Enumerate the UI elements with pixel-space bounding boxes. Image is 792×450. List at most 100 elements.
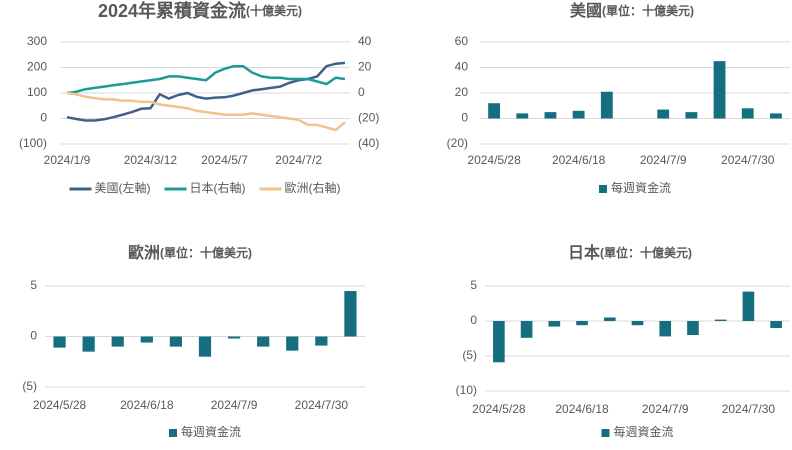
- bar: [657, 109, 670, 119]
- bar: [742, 291, 755, 321]
- y-tick-label: (20): [447, 136, 468, 150]
- legend-swatch: [598, 185, 607, 193]
- chart: 美國(單位：十億美元) 60 40 20 0 (20) 2024/5/28 2024/6/18…: [447, 1, 790, 195]
- y-tick-label: 0: [30, 329, 37, 343]
- x-tick-label: 2024/6/18: [555, 402, 609, 416]
- chart: 日本(單位：十億美元) 5 0 (5) (10) 2024/5/28 2024/6/18 20…: [456, 243, 790, 439]
- x-tick-label: 2024/5/28: [467, 153, 521, 167]
- bar: [687, 321, 699, 335]
- legend-label: 美國(左軸): [95, 180, 151, 195]
- bar: [516, 113, 529, 119]
- bar: [770, 321, 782, 328]
- chart: 歐洲(單位：十億美元) 5 0 (5) 2024/5/28 2024/6/18 2024/7…: [22, 243, 365, 439]
- legend: 每週資金流: [598, 180, 671, 195]
- bar: [769, 113, 782, 119]
- y-tick-label: 20: [455, 85, 469, 99]
- y-tick-label: (10): [456, 383, 477, 397]
- x-tick-label: 2024/7/30: [722, 402, 776, 416]
- legend-swatch: [168, 429, 177, 437]
- bar: [344, 291, 357, 337]
- bar: [741, 108, 754, 119]
- bar: [257, 336, 270, 347]
- bar: [659, 321, 672, 337]
- y-tick-label: 60: [455, 34, 469, 48]
- x-tick-label: 2024/3/12: [124, 153, 178, 167]
- x-tick-label: 2024/5/7: [201, 153, 248, 167]
- y-tick-label: 0: [461, 111, 468, 125]
- y-tick-label: (5): [22, 379, 37, 393]
- title-unit: (單位：十億美元): [602, 3, 694, 18]
- x-tick-label: 2024/5/28: [472, 402, 526, 416]
- title-text: 歐洲: [128, 243, 160, 262]
- chart-title: 美國(單位：十億美元): [570, 1, 694, 20]
- legend-label: 每週資金流: [181, 424, 241, 439]
- x-tick-label: 2024/1/9: [44, 153, 91, 167]
- bar: [714, 319, 727, 321]
- y-tick-label: 5: [30, 278, 37, 292]
- y-tick-label: 300: [27, 34, 47, 48]
- y-tick-label: 40: [455, 60, 469, 74]
- line-series: [66, 64, 346, 95]
- bar: [572, 110, 585, 119]
- y-tick-label: 200: [27, 60, 47, 74]
- chart: 2024年累積資金流(十億美元)3002001000(100)40200(20)…: [19, 0, 379, 195]
- x-tick-label: 2024/7/2: [275, 153, 322, 167]
- bar: [603, 317, 616, 321]
- legend: 美國(左軸) 日本(右軸) 歐洲(右軸): [69, 180, 341, 195]
- bar: [198, 336, 212, 357]
- x-tick-label: 2024/7/9: [211, 398, 258, 412]
- title-text: 日本: [568, 243, 600, 262]
- y-tick-label: 5: [470, 278, 477, 292]
- bar: [286, 336, 299, 351]
- legend: 每週資金流: [168, 424, 241, 439]
- x-tick-label: 2024/7/9: [640, 153, 687, 167]
- legend: 每週資金流: [601, 424, 674, 439]
- bar: [53, 336, 66, 348]
- x-tick-label: 2024/6/18: [552, 153, 606, 167]
- legend-label: 每週資金流: [613, 424, 673, 439]
- x-tick-label: 2024/5/28: [33, 398, 87, 412]
- bar: [140, 336, 153, 343]
- y-tick-label: (100): [19, 136, 47, 150]
- legend-label: 歐洲(右軸): [285, 180, 341, 195]
- title-unit: (單位：十億美元): [600, 245, 692, 260]
- y2-tick-label: (40): [358, 136, 379, 150]
- x-tick-label: 2024/7/9: [642, 402, 689, 416]
- bar: [713, 61, 726, 119]
- y2-tick-label: 0: [358, 85, 365, 99]
- bar: [315, 336, 328, 346]
- chart-title: 歐洲(單位：十億美元): [128, 243, 252, 262]
- title-unit: (單位：十億美元): [160, 245, 252, 260]
- bar: [82, 336, 95, 352]
- title-unit: (十億美元): [246, 3, 302, 18]
- title-text: 美國: [570, 1, 602, 20]
- line-series: [66, 61, 346, 122]
- bar: [544, 112, 557, 119]
- line-series: [66, 91, 346, 132]
- bar: [685, 112, 698, 119]
- legend-label: 每週資金流: [611, 180, 671, 195]
- y-tick-label: 100: [27, 85, 47, 99]
- bar: [111, 336, 124, 347]
- chart-title: 日本(單位：十億美元): [568, 243, 692, 262]
- bar: [488, 103, 501, 119]
- bar: [493, 321, 505, 363]
- chart-title: 2024年累積資金流(十億美元): [98, 0, 302, 21]
- legend-swatch: [601, 429, 610, 437]
- bar: [227, 336, 241, 339]
- y2-tick-label: (20): [358, 111, 379, 125]
- bar: [576, 321, 588, 326]
- x-tick-label: 2024/7/30: [721, 153, 775, 167]
- bar: [169, 336, 183, 347]
- bar: [520, 321, 533, 338]
- bar: [548, 321, 561, 327]
- x-tick-label: 2024/6/18: [120, 398, 174, 412]
- y-tick-label: (5): [462, 348, 477, 362]
- y-tick-label: 0: [40, 111, 47, 125]
- y2-tick-label: 20: [358, 60, 372, 74]
- y2-tick-label: 40: [358, 34, 372, 48]
- bar: [631, 321, 644, 326]
- title-text: 2024年累積資金流: [98, 0, 246, 21]
- y-tick-label: 0: [470, 313, 477, 327]
